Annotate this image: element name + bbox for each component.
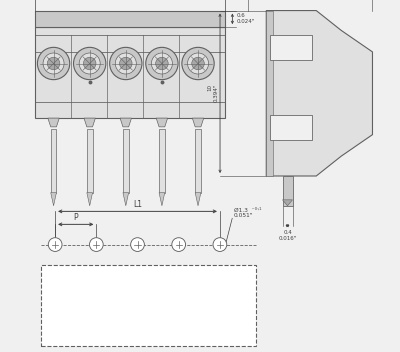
Circle shape [152,53,172,74]
Circle shape [48,238,62,251]
Bar [195,130,201,193]
Circle shape [38,48,70,80]
Text: P: P [74,213,78,222]
Bar [159,130,165,193]
Circle shape [156,57,168,70]
Circle shape [188,53,208,74]
Bar [266,11,272,176]
Bar [34,11,225,27]
Bar [51,130,56,193]
Polygon shape [120,118,132,127]
Circle shape [192,57,204,70]
Circle shape [172,238,186,251]
Circle shape [146,48,178,80]
Polygon shape [266,11,372,176]
Text: 10
0.394": 10 0.394" [208,84,218,102]
Circle shape [90,238,103,251]
Bar [42,265,256,346]
Bar [123,130,129,193]
Polygon shape [156,118,168,127]
Circle shape [79,53,100,74]
Polygon shape [123,193,129,206]
Circle shape [110,48,142,80]
Circle shape [213,238,227,251]
Bar [34,27,225,118]
Circle shape [84,57,96,70]
Circle shape [120,57,132,70]
Polygon shape [84,118,95,127]
Circle shape [74,48,106,80]
Polygon shape [192,118,204,127]
Circle shape [182,48,214,80]
Text: 0.4
0.016": 0.4 0.016" [278,230,297,241]
Bar [87,130,92,193]
Text: 0.6
0.024": 0.6 0.024" [237,13,255,24]
Polygon shape [195,193,201,206]
Bar [270,35,312,60]
Circle shape [131,238,144,251]
Polygon shape [159,193,165,206]
Bar [282,176,292,206]
Text: Ø1.3  ⁻⁰ˁ¹
0.051": Ø1.3 ⁻⁰ˁ¹ 0.051" [234,207,262,218]
Circle shape [43,53,64,74]
Text: L1: L1 [133,200,142,208]
Polygon shape [51,193,56,206]
Polygon shape [282,200,292,206]
Bar [270,115,312,140]
Polygon shape [48,118,59,127]
Polygon shape [87,193,92,206]
Circle shape [115,53,136,74]
Circle shape [47,57,60,70]
